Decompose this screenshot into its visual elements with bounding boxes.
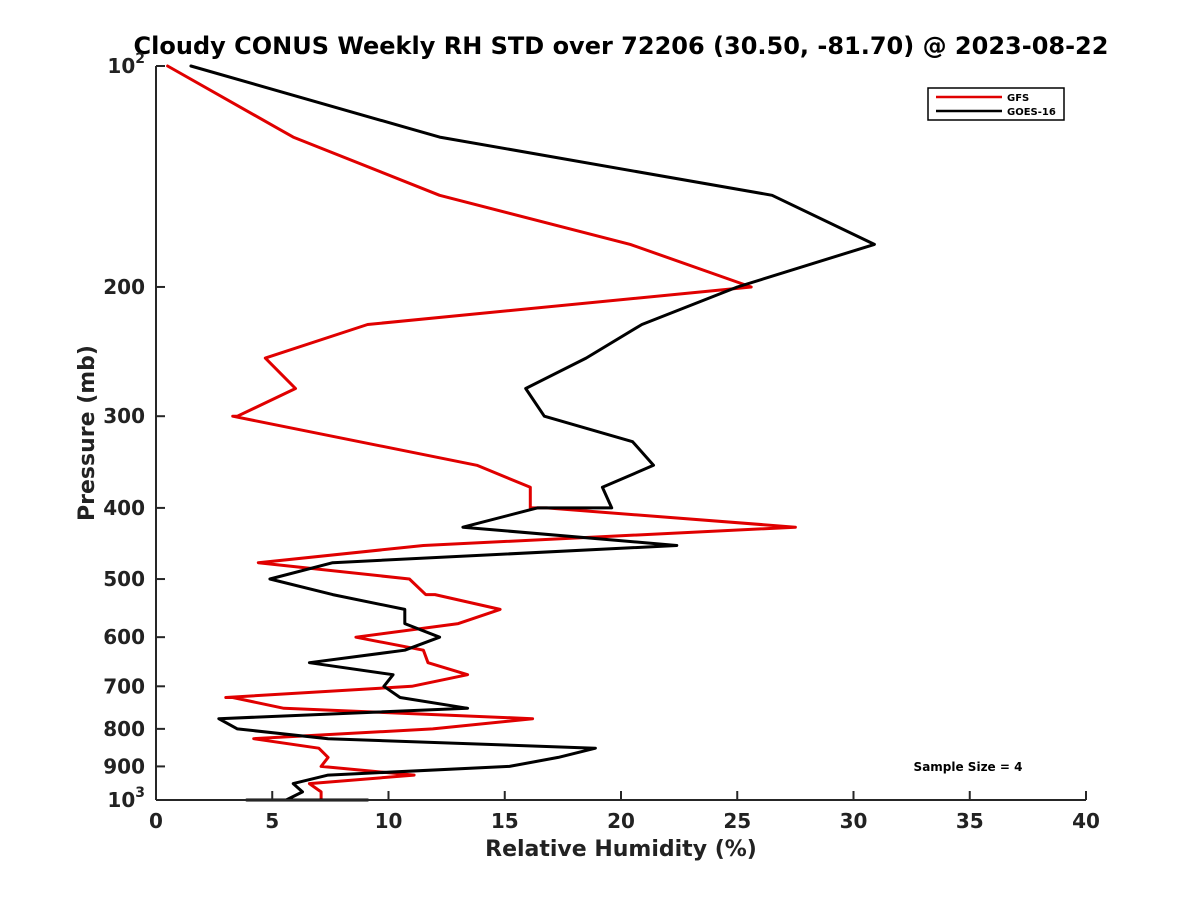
y-tick-label: 500 <box>103 567 145 591</box>
y-tick-label-exponent: 2 <box>135 51 145 67</box>
sample-size-annotation: Sample Size = 4 <box>914 760 1023 774</box>
x-tick-label: 20 <box>607 809 635 833</box>
y-tick-label: 102 <box>107 51 145 78</box>
x-tick-label: 25 <box>723 809 751 833</box>
y-tick-label: 103 <box>107 785 145 812</box>
y-tick-label: 200 <box>103 275 145 299</box>
legend-label-gfs: GFS <box>1007 93 1029 104</box>
x-tick-label: 10 <box>375 809 403 833</box>
y-axis-label: Pressure (mb) <box>75 345 100 521</box>
y-tick-label: 900 <box>103 754 145 778</box>
x-tick-label: 30 <box>840 809 868 833</box>
x-tick-label: 40 <box>1072 809 1100 833</box>
y-tick-label: 600 <box>103 625 145 649</box>
series-layer <box>166 64 876 802</box>
x-tick-label: 35 <box>956 809 984 833</box>
y-tick-label: 400 <box>103 496 145 520</box>
y-tick-label-base: 10 <box>107 788 135 812</box>
series-line-goes-16 <box>189 64 876 802</box>
y-tick-label-base: 10 <box>107 54 135 78</box>
x-tick-label: 0 <box>149 809 163 833</box>
x-tick-label: 15 <box>491 809 519 833</box>
x-ticks: 0 5 10 15 20 25 30 35 40 <box>149 791 1100 833</box>
legend-label-goes-16: GOES-16 <box>1007 107 1056 118</box>
series-line-gfs <box>166 64 797 802</box>
x-axis-label: Relative Humidity (%) <box>485 837 757 862</box>
x-tick-label: 5 <box>265 809 279 833</box>
y-tick-label-exponent: 3 <box>135 785 145 801</box>
chart-title: Cloudy CONUS Weekly RH STD over 72206 (3… <box>134 32 1109 60</box>
y-tick-label: 800 <box>103 717 145 741</box>
legend: GFS GOES-16 <box>927 87 1065 121</box>
y-tick-label: 300 <box>103 404 145 428</box>
y-tick-label: 700 <box>103 674 145 698</box>
plot-area: 0 5 10 15 20 25 30 35 40 10220030040050060070080… <box>103 51 1100 833</box>
legend-box <box>927 87 1065 121</box>
